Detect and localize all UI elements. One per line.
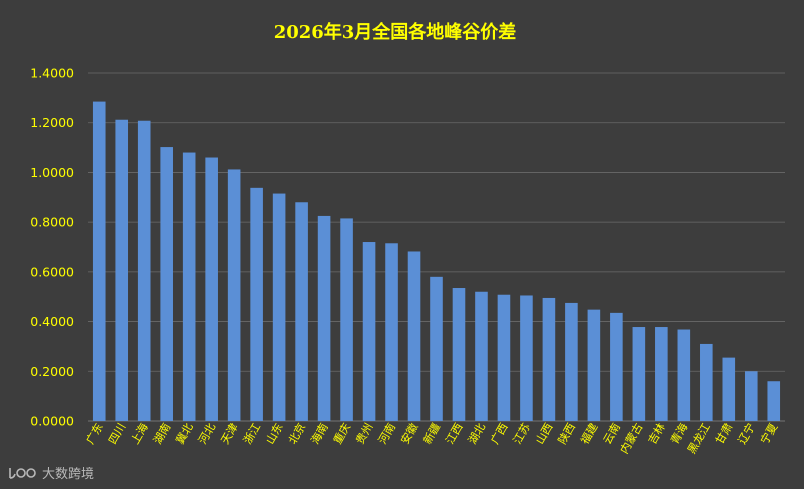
x-tick-label: 陕西 — [555, 421, 578, 447]
bar — [160, 147, 173, 421]
x-tick-label: 贵州 — [353, 421, 375, 447]
bar — [182, 152, 196, 422]
grid-lines — [88, 72, 785, 422]
bar — [587, 309, 601, 421]
y-tick-label: 1.0000 — [30, 165, 74, 180]
x-tick-label: 福建 — [577, 421, 600, 447]
x-tick-label: 辽宁 — [735, 421, 758, 447]
x-tick-label: 甘肃 — [713, 421, 735, 447]
bar — [542, 297, 556, 421]
bar — [430, 276, 443, 421]
bar — [295, 202, 308, 421]
y-tick-label: 0.4000 — [30, 314, 74, 329]
x-tick-label: 新疆 — [420, 421, 443, 447]
bar — [137, 120, 151, 422]
x-tick-label: 湖北 — [466, 421, 488, 447]
x-tick-label: 吉林 — [645, 421, 668, 447]
x-tick-label: 广东 — [84, 421, 106, 447]
x-tick-label: 海南 — [308, 421, 331, 447]
x-tick-label: 上海 — [128, 421, 151, 447]
x-tick-label: 四川 — [106, 421, 128, 447]
x-tick-label: 安徽 — [397, 421, 420, 447]
bar — [452, 288, 466, 421]
bar — [744, 371, 758, 421]
bar — [565, 302, 578, 421]
y-tick-label: 1.2000 — [30, 115, 74, 130]
bar — [700, 343, 713, 421]
x-axis: 广东 四川 上海 湖南 冀北 河北 天津 浙江 山东 北京 海南 重庆 贵州 河南 安徽 新疆 江西 湖北 广西 江苏… — [84, 421, 781, 457]
bar — [340, 218, 353, 421]
x-tick-label: 广西 — [488, 421, 510, 447]
x-tick-label: 黑龙江 — [685, 421, 713, 456]
bar — [92, 101, 106, 421]
x-tick-label: 江苏 — [511, 421, 533, 447]
bar — [205, 157, 218, 421]
bar — [362, 242, 376, 421]
x-tick-label: 河南 — [376, 421, 398, 447]
logo-icon — [9, 467, 36, 479]
y-tick-label: 0.8000 — [30, 215, 74, 230]
x-tick-label: 山西 — [533, 421, 555, 447]
bar — [677, 329, 691, 421]
bar — [272, 193, 286, 421]
bar — [227, 169, 241, 421]
x-tick-label: 内蒙古 — [617, 421, 646, 457]
bar — [632, 327, 646, 421]
y-tick-label: 1.4000 — [30, 66, 74, 81]
y-tick-label: 0.6000 — [30, 264, 74, 279]
x-tick-label: 宁夏 — [757, 421, 780, 447]
x-tick-label: 河北 — [196, 421, 218, 447]
bar — [407, 251, 421, 421]
x-tick-label: 云南 — [601, 421, 623, 447]
x-tick-label: 北京 — [285, 421, 308, 447]
bar — [475, 291, 488, 421]
bar — [610, 312, 623, 421]
x-tick-label: 湖南 — [151, 421, 173, 447]
bar — [497, 294, 511, 421]
bar — [317, 215, 331, 421]
y-tick-label: 0.2000 — [30, 364, 74, 379]
y-tick-label: 0.0000 — [30, 414, 74, 429]
bar — [722, 357, 736, 421]
x-tick-label: 冀北 — [173, 421, 196, 447]
bar — [115, 119, 129, 421]
bar — [250, 187, 263, 421]
y-axis: 0.0000 0.2000 0.4000 0.6000 0.8000 1.0000 1.20… — [30, 66, 74, 429]
watermark-text: 大数跨境 — [42, 467, 95, 482]
x-tick-label: 天津 — [218, 421, 240, 447]
bar — [520, 295, 533, 421]
bar — [385, 243, 398, 421]
x-tick-label: 浙江 — [241, 421, 263, 447]
x-tick-label: 青海 — [667, 421, 690, 447]
chart-title: 2026年3月全国各地峰谷价差 — [274, 21, 517, 43]
x-tick-label: 重庆 — [330, 421, 353, 447]
bars — [92, 101, 781, 422]
bar — [767, 381, 781, 421]
watermark: 大数跨境 — [8, 463, 94, 482]
x-tick-label: 山东 — [263, 421, 285, 447]
bar — [655, 327, 668, 421]
x-tick-label: 江西 — [443, 421, 465, 447]
